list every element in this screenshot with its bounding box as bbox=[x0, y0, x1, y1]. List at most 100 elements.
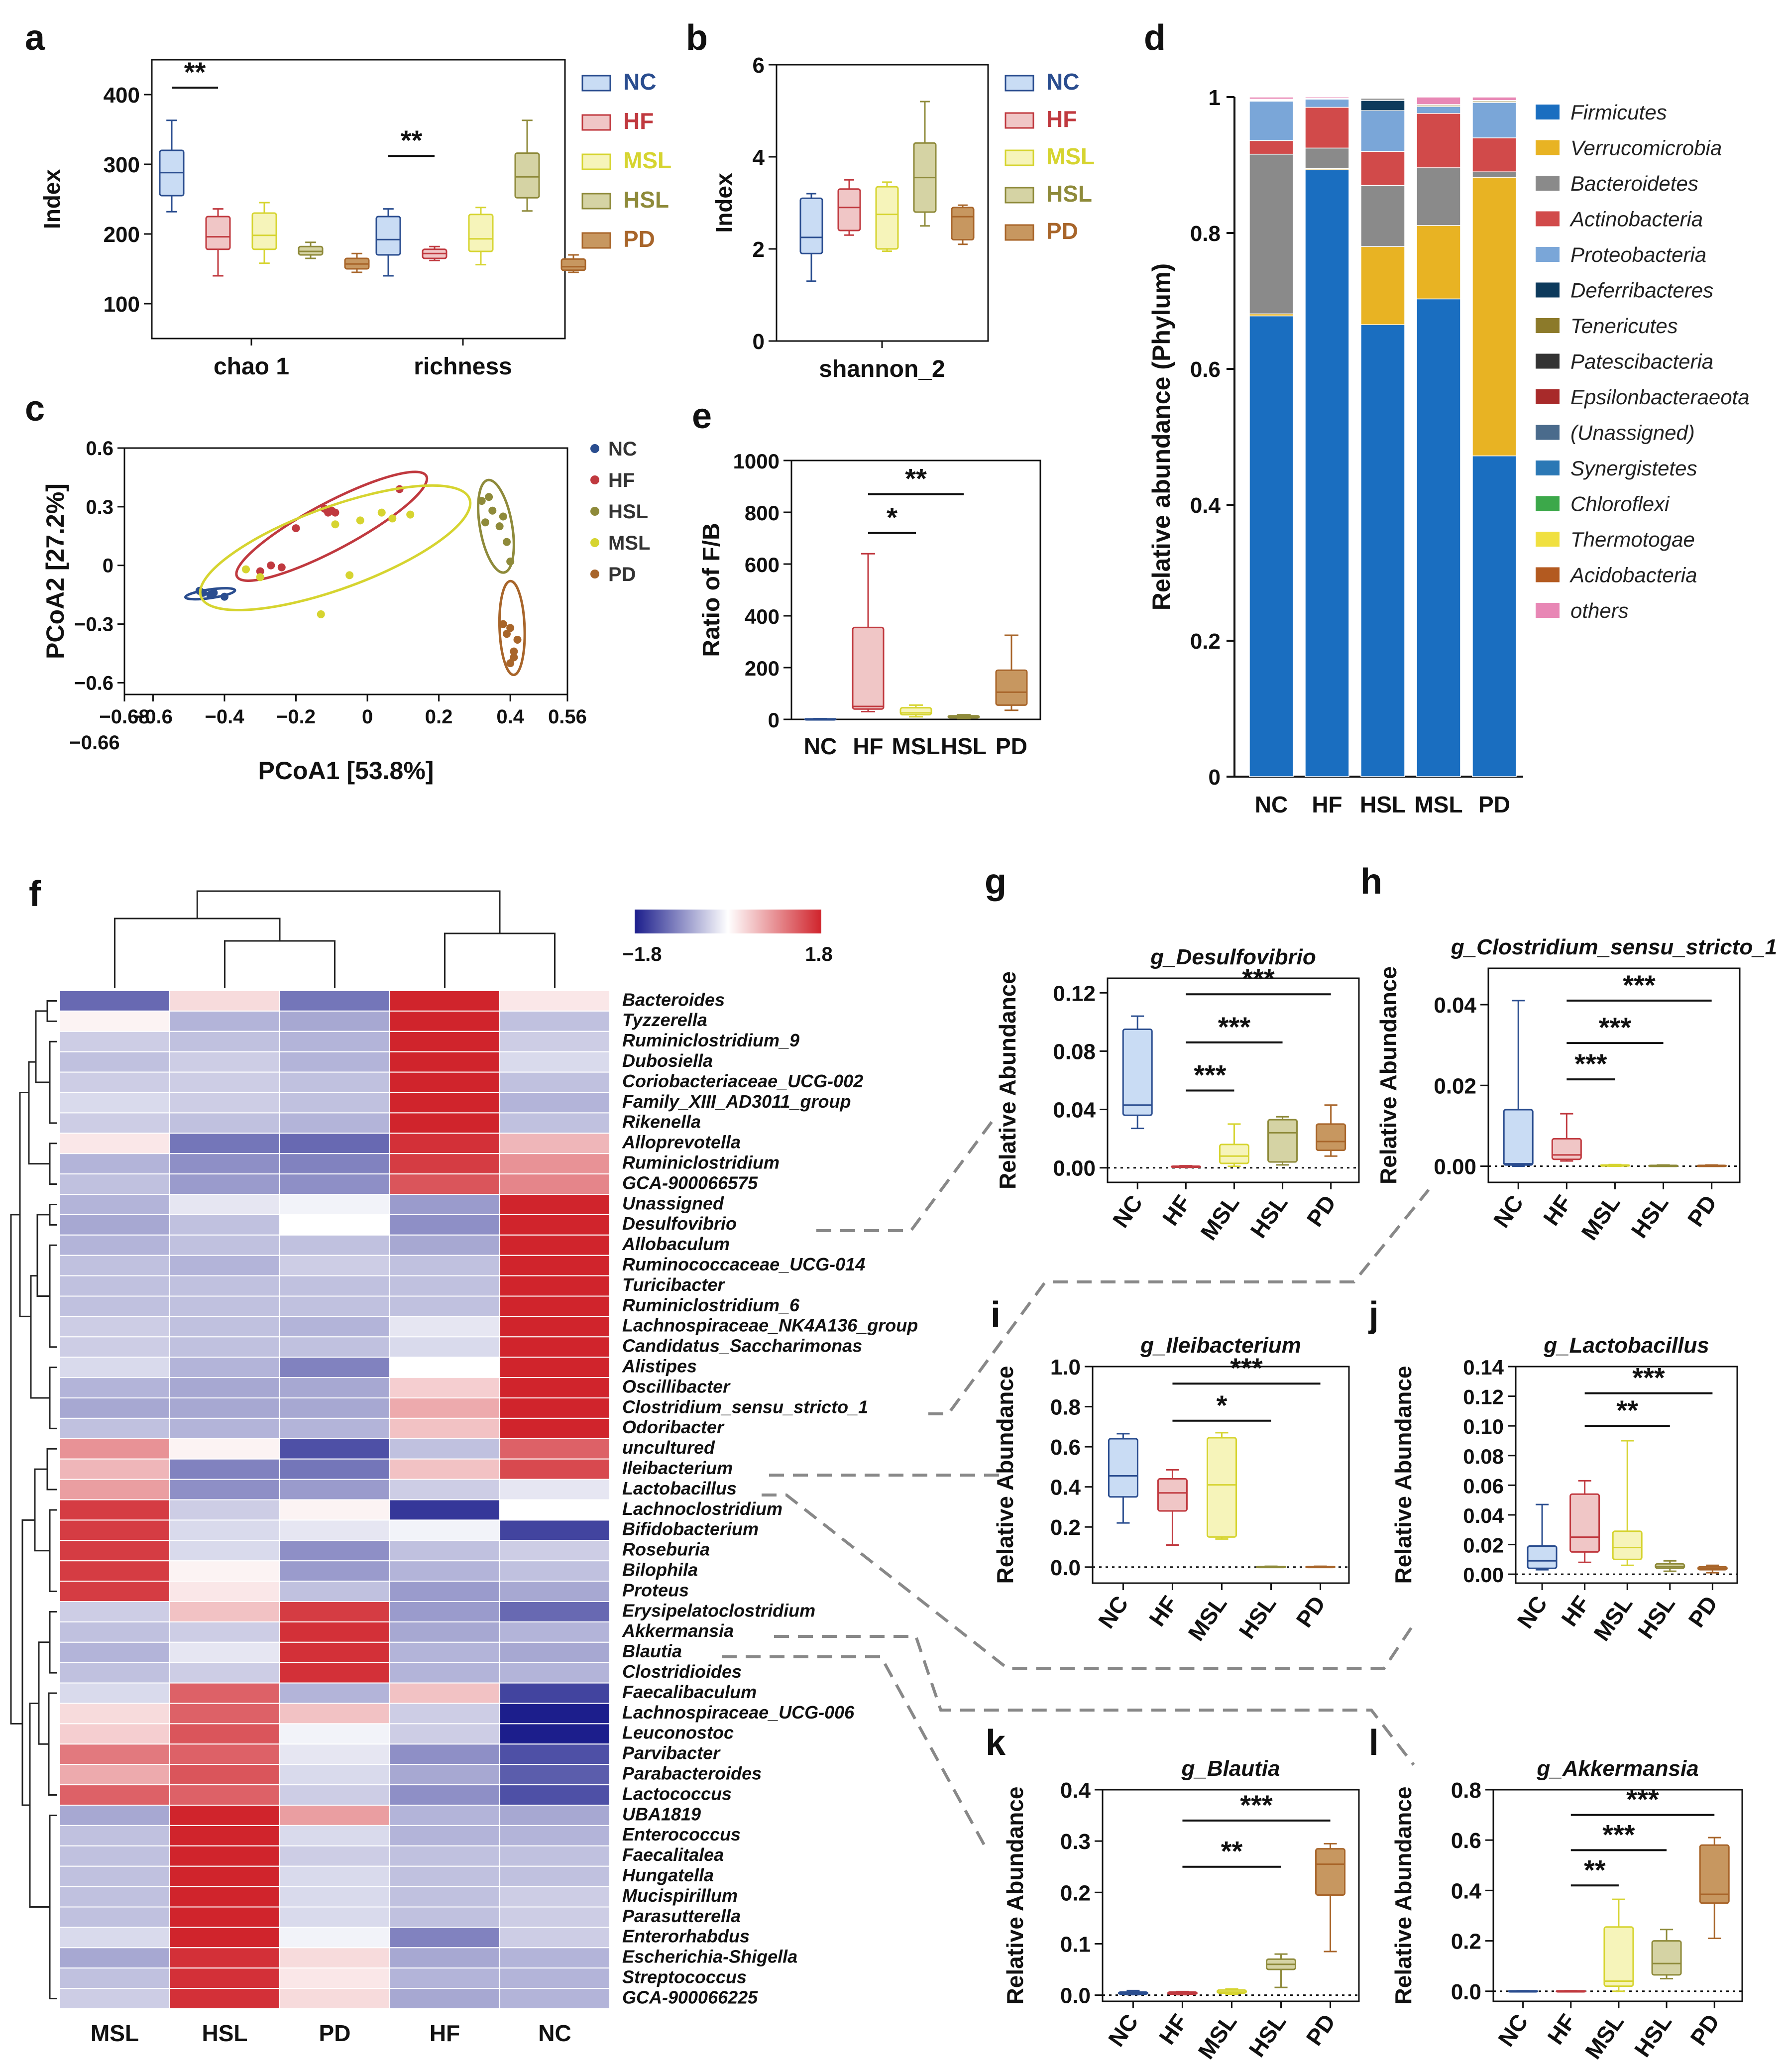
significance-stars: * bbox=[1217, 1389, 1228, 1421]
heatmap-cell bbox=[279, 1947, 390, 1969]
legend-label: Proteobacteria bbox=[1570, 243, 1706, 266]
point-hsl bbox=[485, 493, 493, 501]
point-msl bbox=[256, 573, 264, 581]
heatmap-cell bbox=[389, 1662, 500, 1684]
heatmap-cell bbox=[389, 1295, 500, 1317]
heatmap-cell bbox=[169, 1316, 280, 1338]
box-NC bbox=[1503, 1109, 1534, 1166]
heatmap-cell bbox=[279, 1397, 390, 1419]
plot-frame bbox=[1487, 967, 1741, 1183]
heatmap-row-label: Lachnospiraceae_UCG-006 bbox=[622, 1702, 855, 1723]
legend-label: Bacteroidetes bbox=[1570, 172, 1698, 195]
box-MSL bbox=[1603, 1926, 1634, 1987]
heatmap-row-label: Escherichia-Shigella bbox=[622, 1947, 797, 1967]
significance-stars: *** bbox=[1623, 969, 1656, 1001]
heatmap-cell bbox=[279, 1560, 390, 1582]
x-tick-label: HSL bbox=[1233, 1591, 1281, 1643]
heatmap-cell bbox=[169, 1825, 280, 1846]
heatmap-cell bbox=[279, 1153, 390, 1175]
legend-label: Acidobacteria bbox=[1569, 564, 1697, 587]
heatmap-cell bbox=[389, 1805, 500, 1826]
box-HF bbox=[1551, 1138, 1582, 1160]
bar-segment-others bbox=[1249, 97, 1294, 100]
heatmap-cell bbox=[279, 1031, 390, 1052]
point-msl bbox=[317, 610, 325, 618]
y-tick-label: 0 bbox=[1209, 765, 1221, 790]
point-msl bbox=[388, 514, 397, 523]
heatmap-cell bbox=[499, 1275, 610, 1297]
y-tick-label: −0.3 bbox=[74, 614, 113, 636]
heatmap-cell bbox=[389, 1071, 500, 1093]
point-pd bbox=[506, 659, 515, 668]
bar-segment-firmicutes bbox=[1249, 315, 1294, 777]
significance-stars: ** bbox=[905, 463, 927, 494]
heatmap-cell bbox=[169, 990, 280, 1012]
heatmap-cell bbox=[499, 1947, 610, 1969]
heatmap-cell bbox=[389, 1458, 500, 1480]
point-nc bbox=[220, 592, 228, 601]
heatmap-row-label: Bacteroides bbox=[622, 989, 725, 1010]
heatmap-color-scale bbox=[635, 910, 821, 933]
y-tick-label: 2 bbox=[753, 237, 765, 262]
legend-label-pd: PD bbox=[608, 564, 636, 585]
heatmap-cell bbox=[279, 1316, 390, 1338]
y-tick-label: 0 bbox=[103, 555, 113, 577]
heatmap-cell bbox=[59, 1092, 170, 1114]
y-tick-label: 0.4 bbox=[1451, 1879, 1482, 1903]
y-tick-label: 0.08 bbox=[1463, 1445, 1504, 1468]
x-tick-label: PD bbox=[996, 733, 1027, 759]
heatmap-cell bbox=[59, 1316, 170, 1338]
box-NC bbox=[1122, 1029, 1153, 1116]
box-MSL bbox=[1206, 1437, 1237, 1538]
legend-swatch-msl bbox=[581, 153, 611, 170]
heatmap-cell bbox=[499, 1214, 610, 1236]
legend-swatch-nc bbox=[581, 75, 611, 92]
heatmap-cell bbox=[499, 1825, 610, 1846]
heatmap-cell bbox=[59, 1601, 170, 1622]
heatmap-row-label: Hungatella bbox=[622, 1865, 714, 1885]
plot-frame bbox=[123, 447, 568, 695]
heatmap-cell bbox=[279, 1173, 390, 1195]
heatmap-cell bbox=[279, 1906, 390, 1928]
legend-label-hf: HF bbox=[623, 108, 654, 134]
heatmap-row-label: Oscillibacter bbox=[622, 1376, 731, 1396]
legend-label-hsl: HSL bbox=[608, 501, 648, 523]
bar-segment-proteobacteria bbox=[1305, 99, 1349, 108]
heatmap-cell bbox=[389, 1601, 500, 1622]
bar-segment-deferribacteres bbox=[1360, 100, 1405, 112]
panel-letter-k: k bbox=[986, 1723, 1006, 1763]
x-tick-label: HSL bbox=[1629, 2009, 1676, 2062]
y-axis-label: Relative Abundance bbox=[1375, 966, 1401, 1184]
heatmap-cell bbox=[389, 1336, 500, 1358]
chart-title: g_Blautia bbox=[1181, 1756, 1280, 1781]
y-tick-label: 600 bbox=[745, 553, 780, 576]
x-tick-label: −0.2 bbox=[276, 706, 316, 728]
bar-segment-firmicutes bbox=[1472, 455, 1517, 777]
heatmap-cell bbox=[499, 1641, 610, 1663]
heatmap-cell bbox=[59, 1641, 170, 1663]
significance-stars: * bbox=[887, 502, 897, 533]
significance-stars: ** bbox=[1221, 1836, 1243, 1867]
box-MSL bbox=[875, 186, 899, 250]
heatmap-cell bbox=[59, 1194, 170, 1215]
heatmap-row-label: Mucispirillum bbox=[622, 1885, 738, 1906]
y-tick-label: 800 bbox=[745, 501, 780, 525]
heatmap-row-label: Blautia bbox=[622, 1641, 682, 1661]
heatmap-cell bbox=[499, 1581, 610, 1603]
heatmap-cell bbox=[499, 1336, 610, 1358]
heatmap-cell bbox=[169, 1295, 280, 1317]
heatmap-row-label: Desulfovibrio bbox=[622, 1213, 737, 1234]
y-tick-label: 6 bbox=[753, 53, 765, 78]
box-MSL bbox=[251, 212, 277, 250]
x-tick-label: 0.2 bbox=[425, 706, 453, 728]
bar-segment-proteobacteria bbox=[1416, 106, 1461, 114]
x-tick-label: MSL bbox=[1193, 2009, 1241, 2064]
plot-frame bbox=[1102, 1789, 1360, 2002]
heatmap-row-label: Dubosiella bbox=[622, 1050, 713, 1071]
y-tick-label: 200 bbox=[104, 223, 140, 247]
x-tick-label: NC bbox=[1255, 792, 1288, 817]
heatmap-cell bbox=[59, 1967, 170, 1989]
heatmap-cell bbox=[499, 1438, 610, 1460]
heatmap-cell bbox=[169, 1133, 280, 1154]
box-PD bbox=[951, 207, 975, 240]
